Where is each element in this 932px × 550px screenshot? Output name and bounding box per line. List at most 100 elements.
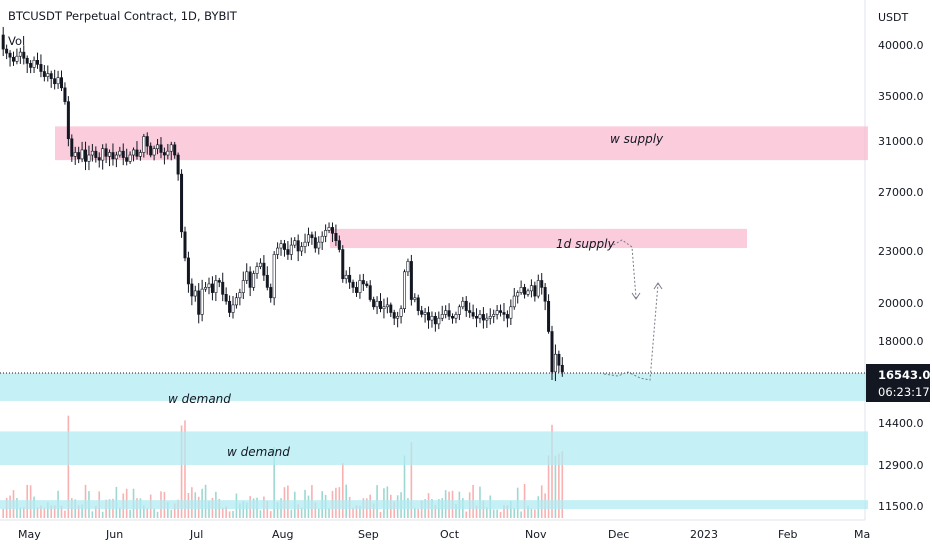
candle-body bbox=[444, 310, 448, 315]
candle-body bbox=[5, 48, 9, 54]
candle-body bbox=[262, 262, 266, 276]
volume-bar bbox=[266, 500, 269, 518]
volume-bar bbox=[184, 420, 186, 518]
candle-body bbox=[66, 101, 70, 140]
time-axis-label: 2023 bbox=[690, 528, 718, 541]
candle-body bbox=[111, 152, 115, 160]
volume-bar bbox=[355, 505, 358, 518]
time-axis-label: Jul bbox=[189, 528, 203, 541]
candle-body bbox=[396, 315, 400, 319]
candle-body bbox=[125, 157, 129, 162]
volume-bar bbox=[95, 505, 97, 518]
volume-bar bbox=[259, 510, 262, 518]
candle-body bbox=[60, 77, 64, 89]
candle-body bbox=[447, 310, 451, 317]
price-axis-panel[interactable] bbox=[865, 0, 932, 520]
candle-body bbox=[296, 240, 300, 252]
candle-body bbox=[509, 306, 513, 319]
candle-body bbox=[334, 233, 338, 241]
candle-body bbox=[46, 73, 50, 77]
volume-bar bbox=[167, 501, 169, 518]
volume-bar bbox=[19, 507, 22, 518]
candle-body bbox=[176, 154, 180, 175]
volume-bar bbox=[300, 507, 303, 518]
volume-bar bbox=[129, 509, 131, 518]
volume-bar bbox=[50, 505, 53, 518]
candle-body bbox=[365, 283, 369, 286]
volume-bar bbox=[547, 455, 550, 518]
candle-body bbox=[399, 308, 403, 317]
volume-bar bbox=[403, 455, 406, 518]
chart-title: BTCUSDT Perpetual Contract, 1D, BYBIT bbox=[8, 9, 238, 23]
candle-body bbox=[502, 312, 506, 315]
indicator-label[interactable]: Vol bbox=[8, 34, 25, 48]
candle-body bbox=[330, 227, 334, 234]
volume-bar bbox=[269, 511, 272, 518]
candle-body bbox=[560, 364, 564, 373]
candle-body bbox=[529, 285, 533, 292]
candle-body bbox=[56, 77, 60, 85]
time-axis-label: Aug bbox=[272, 528, 293, 541]
volume-bar bbox=[520, 511, 522, 518]
candle-body bbox=[248, 271, 252, 288]
volume-bar bbox=[486, 507, 488, 518]
candle-body bbox=[162, 152, 166, 156]
candle-body bbox=[382, 306, 386, 309]
price-tick-label: 40000.0 bbox=[878, 39, 924, 52]
volume-bar bbox=[352, 507, 354, 518]
time-axis-label: Nov bbox=[525, 528, 547, 541]
volume-bar bbox=[496, 509, 498, 518]
candle-body bbox=[207, 283, 211, 288]
volume-bar bbox=[146, 508, 149, 518]
candle-body bbox=[35, 59, 39, 65]
candle-body bbox=[210, 283, 214, 293]
candle-body bbox=[97, 157, 101, 161]
candle-body bbox=[142, 136, 146, 153]
candle-body bbox=[451, 315, 455, 319]
volume-bar bbox=[393, 501, 396, 518]
candle-body bbox=[523, 287, 527, 295]
candle-body bbox=[317, 241, 321, 249]
volume-bar bbox=[22, 507, 25, 518]
candle-body bbox=[269, 287, 273, 299]
time-axis-label: Ma bbox=[854, 528, 870, 541]
volume-bar bbox=[242, 500, 245, 518]
candle-body bbox=[485, 317, 489, 321]
volume-bar bbox=[64, 510, 66, 518]
candle-body bbox=[289, 244, 293, 255]
volume-bar bbox=[414, 507, 416, 518]
candle-body bbox=[87, 154, 91, 162]
projection-arrow-down bbox=[631, 292, 641, 300]
candle-body bbox=[468, 310, 472, 313]
candle-body bbox=[193, 290, 197, 297]
candle-body bbox=[169, 144, 173, 152]
candle-body bbox=[258, 262, 262, 267]
volume-bar bbox=[534, 509, 536, 518]
candle-body bbox=[104, 148, 108, 157]
volume-bar bbox=[119, 507, 121, 518]
projection-arrow-up bbox=[653, 282, 663, 290]
volume-bar bbox=[156, 511, 159, 518]
candle-body bbox=[300, 246, 304, 252]
candle-body bbox=[272, 254, 276, 299]
volume-bar bbox=[510, 500, 512, 518]
candle-body bbox=[200, 288, 204, 315]
candle-body bbox=[320, 235, 324, 243]
zone-label-w-demand-1: w demand bbox=[168, 392, 231, 406]
time-axis-labels: May Jun Jul Aug Sep Oct Nov Dec 2023 Feb Ma bbox=[18, 528, 870, 541]
volume-bar bbox=[276, 502, 279, 518]
candle-body bbox=[197, 290, 201, 315]
candle-body bbox=[18, 51, 22, 57]
candle-body bbox=[457, 306, 461, 315]
candle-body bbox=[440, 314, 444, 319]
candle-body bbox=[145, 136, 149, 147]
candle-body bbox=[190, 283, 194, 297]
candle-body bbox=[505, 314, 509, 319]
candle-body bbox=[224, 294, 228, 302]
candle-body bbox=[354, 287, 358, 293]
candle-body bbox=[22, 51, 26, 59]
candle-body bbox=[461, 300, 465, 308]
volume-bar bbox=[561, 451, 564, 518]
candle-body bbox=[481, 314, 485, 321]
